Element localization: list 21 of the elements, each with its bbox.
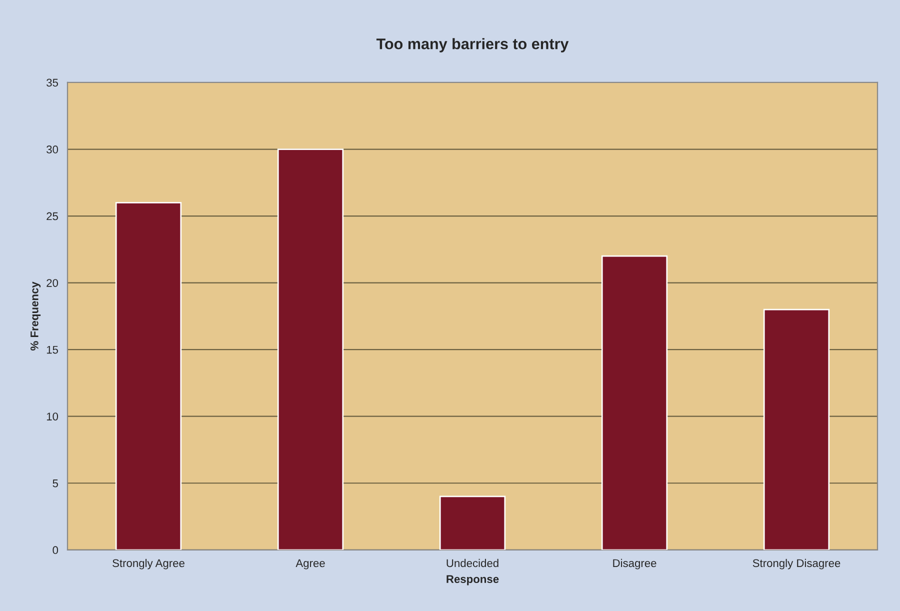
bar: [439, 496, 506, 550]
x-tick-label: Disagree: [613, 558, 656, 570]
bar: [277, 148, 344, 550]
y-tick-label: 5: [52, 480, 58, 488]
y-axis-title: % Frequency: [30, 282, 41, 350]
chart-title: Too many barriers to entry: [376, 38, 569, 52]
bar: [763, 308, 830, 550]
y-tick-label: 15: [46, 346, 58, 354]
y-tick-label: 10: [46, 412, 58, 420]
y-tick-label: 20: [46, 279, 58, 287]
y-tick-label: 30: [46, 146, 58, 154]
x-tick-label: Undecided: [446, 558, 498, 568]
y-tick-label: 35: [46, 78, 58, 87]
x-tick-label: Agree: [296, 559, 325, 570]
x-tick-label: Strongly Agree: [112, 558, 184, 570]
bar: [601, 255, 668, 550]
x-axis-title: Response: [446, 575, 499, 586]
y-tick-label: 0: [52, 546, 58, 554]
x-tick-label: Strongly Disagree: [752, 558, 840, 570]
bar: [115, 202, 182, 550]
y-tick-label: 25: [46, 212, 58, 220]
